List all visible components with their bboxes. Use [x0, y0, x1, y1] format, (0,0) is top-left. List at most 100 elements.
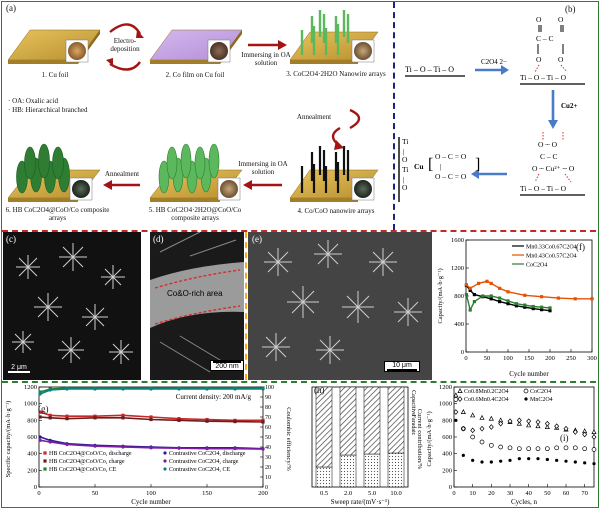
step-3-nanowires — [289, 10, 379, 64]
i-ytick-label: 1000 — [439, 401, 452, 408]
g-legend-marker — [43, 451, 47, 455]
f-point — [489, 297, 493, 301]
f-point — [498, 300, 502, 304]
f-ytick-label: 0 — [461, 349, 464, 356]
svg-text:Ti – O – Ti – O: Ti – O – Ti – O — [520, 73, 567, 82]
f-point — [489, 294, 493, 298]
g-point — [177, 418, 181, 422]
step-3-caption: 3. CoC2O4·2H2O Nanowire arrays — [286, 70, 386, 78]
i-legend-marker — [457, 388, 463, 393]
f-xtick-label: 150 — [524, 355, 534, 362]
f-point — [531, 307, 535, 311]
g-ytick-label: 400 — [27, 451, 37, 458]
svg-text:|: | — [403, 147, 405, 156]
step-2-co-film — [149, 29, 243, 64]
i-point — [460, 425, 466, 432]
g-ytick2-label: 30 — [265, 455, 271, 461]
g-point — [65, 417, 69, 421]
g-legend-entry: Contrastive CoC2O4, discharge — [169, 451, 246, 457]
h-ylabel: Current contribution/% — [416, 409, 423, 470]
arrow-label-electrodeposition: Electro- deposition — [110, 37, 140, 53]
g-point — [261, 387, 265, 391]
f-point — [548, 306, 552, 310]
g-point — [177, 417, 181, 421]
i-point — [460, 409, 466, 414]
h-legend-entry: Capacitive — [410, 390, 416, 416]
g-xtick-label: 200 — [258, 490, 268, 497]
panel-a-schematic — [7, 10, 379, 202]
g-legend-entry: Contrastive CoC2O4, charge — [169, 459, 239, 465]
i-point — [535, 419, 541, 425]
f-point — [590, 297, 594, 301]
g-point — [121, 445, 125, 449]
g-point — [205, 419, 209, 423]
g-point — [38, 410, 42, 414]
g-ytick2-label: 70 — [265, 415, 271, 421]
svg-text:O ┄ Cu²⁺ ┄ O: O ┄ Cu²⁺ ┄ O — [532, 164, 575, 173]
oxalate-bound: O O C – C O O Ti – O – Ti – O — [520, 15, 585, 85]
i-point — [583, 461, 587, 465]
panel-b-label: (b) — [565, 4, 576, 14]
i-point — [488, 415, 494, 421]
i-xtick-label: 40 — [525, 490, 532, 497]
panel-i-label: (i) — [560, 433, 569, 443]
i-point — [527, 457, 531, 461]
h-category-label: 2.0 — [344, 490, 352, 497]
f-point — [498, 286, 502, 290]
i-point — [516, 446, 522, 452]
g-legend-marker — [43, 467, 47, 471]
i-point — [516, 420, 522, 426]
f-point — [464, 293, 469, 297]
g-point — [48, 416, 52, 420]
i-point — [544, 420, 550, 427]
g-ytick-label: 1000 — [24, 401, 37, 408]
cu-center: Cu — [414, 162, 424, 171]
panel-b-mechanism: Ti – O – Ti – O C2O4 2− O O C – C O O Ti –… — [398, 15, 585, 202]
panel-f-chart: 0 50 100 150 200 250 300 0 400 800 1200 1600 Cycle n… — [437, 237, 597, 378]
i-point — [554, 445, 560, 451]
panel-c-scalebar: 2 μm — [8, 364, 30, 373]
i-point — [526, 422, 532, 428]
f-point — [506, 290, 510, 294]
g-ytick-label: 800 — [27, 417, 37, 424]
f-point — [481, 294, 485, 298]
i-point — [499, 459, 503, 463]
i-point — [591, 447, 597, 452]
f-legend-entry: Mn0.33Co0.67C2O4 — [526, 245, 577, 251]
g-ytick2-label: 60 — [265, 425, 271, 431]
g-xtick-label: 50 — [92, 490, 99, 497]
svg-text:O: O — [558, 55, 564, 64]
i-point — [479, 425, 485, 432]
i-point — [470, 412, 476, 418]
i-point — [498, 444, 504, 450]
svg-text:C – C: C – C — [540, 152, 558, 161]
surface-left: Ti – O – Ti – O — [405, 65, 465, 77]
g-point — [38, 392, 42, 396]
i-point — [563, 425, 569, 432]
i-point — [563, 445, 569, 451]
f-point — [472, 300, 476, 304]
g-legend-marker — [43, 459, 47, 463]
f-ylabel: Capacity/(mA·h·g⁻¹) — [437, 268, 444, 323]
svg-text:O – C = O: O – C = O — [435, 152, 467, 161]
i-point — [507, 445, 513, 451]
f-point — [468, 286, 472, 290]
g-point — [48, 440, 52, 444]
i-xtick-label: 0 — [452, 490, 455, 497]
g-legend-entry: HB CoC2O4@CoO/Co, charge — [49, 459, 125, 465]
i-legend-marker — [524, 397, 528, 401]
arrow-immerse-1 — [248, 40, 287, 50]
i-point — [470, 434, 476, 440]
i-point — [471, 458, 475, 462]
svg-text:O: O — [402, 183, 408, 192]
g-ytick2-label: 40 — [265, 445, 271, 451]
i-ytick-label: 800 — [442, 417, 452, 424]
g-ytick2-label: 20 — [265, 465, 271, 471]
i-point — [536, 457, 540, 461]
g-point — [121, 416, 125, 420]
f-point — [523, 305, 527, 309]
f-point — [506, 302, 510, 306]
g-series-line-3 — [39, 436, 264, 450]
panel-g-label: (g) — [38, 404, 49, 414]
